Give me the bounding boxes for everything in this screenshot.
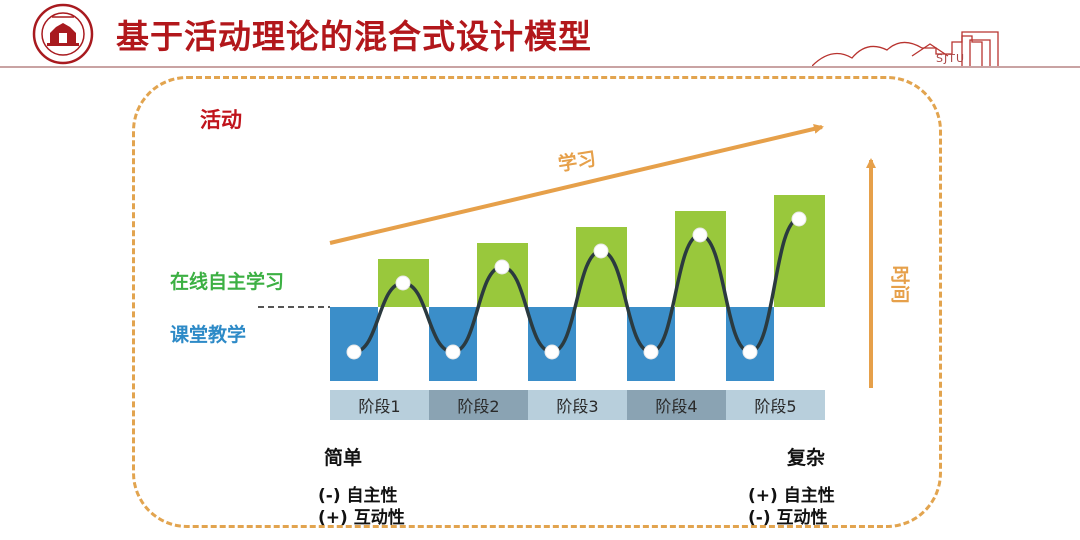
- curve-point-7: [643, 344, 659, 360]
- sjtu-mark: SJTU: [936, 52, 965, 65]
- curve-point-8: [692, 227, 708, 243]
- online-learning-label: 在线自主学习: [170, 271, 285, 293]
- stage-1: 阶段1: [358, 397, 401, 416]
- stage-2: 阶段2: [457, 397, 500, 416]
- stage-background-4: [627, 390, 726, 420]
- curve-point-5: [544, 344, 560, 360]
- classroom-block-2: [429, 307, 477, 381]
- activity-label: 活动: [200, 108, 242, 132]
- classroom-block-3: [528, 307, 576, 381]
- curve-point-3: [445, 344, 461, 360]
- simple-autonomy: (-) 自主性: [318, 486, 398, 506]
- complex-autonomy: (+) 自主性: [748, 486, 835, 506]
- stage-3: 阶段3: [556, 397, 599, 416]
- simple-interaction: (+) 互动性: [318, 508, 405, 528]
- stage-background-5: [726, 390, 825, 420]
- simple-label: 简单: [324, 447, 363, 469]
- curve-point-10: [791, 211, 807, 227]
- classroom-block-1: [330, 307, 378, 381]
- campus-skyline-decoration: [812, 31, 999, 67]
- complex-label: 复杂: [787, 447, 826, 469]
- header-divider: [0, 66, 1080, 68]
- university-logo: [32, 3, 94, 65]
- activity-frame: [132, 76, 942, 528]
- stage-5: 阶段5: [754, 397, 797, 416]
- classroom-block-4: [627, 307, 675, 381]
- online-block-3: [576, 227, 627, 307]
- classroom-teaching-label: 课堂教学: [170, 324, 247, 346]
- curve-point-6: [593, 243, 609, 259]
- page-title: 基于活动理论的混合式设计模型: [116, 17, 592, 56]
- stage-background-2: [429, 390, 528, 420]
- stage-4: 阶段4: [655, 397, 698, 416]
- curve-point-4: [494, 259, 510, 275]
- stage-background-1: [330, 390, 429, 420]
- learning-arrow: [329, 123, 824, 245]
- curve-point-2: [395, 275, 411, 291]
- online-block-2: [477, 243, 528, 307]
- complex-interaction: (-) 互动性: [748, 508, 828, 528]
- curve-point-9: [742, 344, 758, 360]
- activity-curve: [353, 217, 800, 354]
- curve-point-1: [346, 344, 362, 360]
- stage-background-3: [528, 390, 627, 420]
- time-arrow-label: 时间: [888, 265, 911, 304]
